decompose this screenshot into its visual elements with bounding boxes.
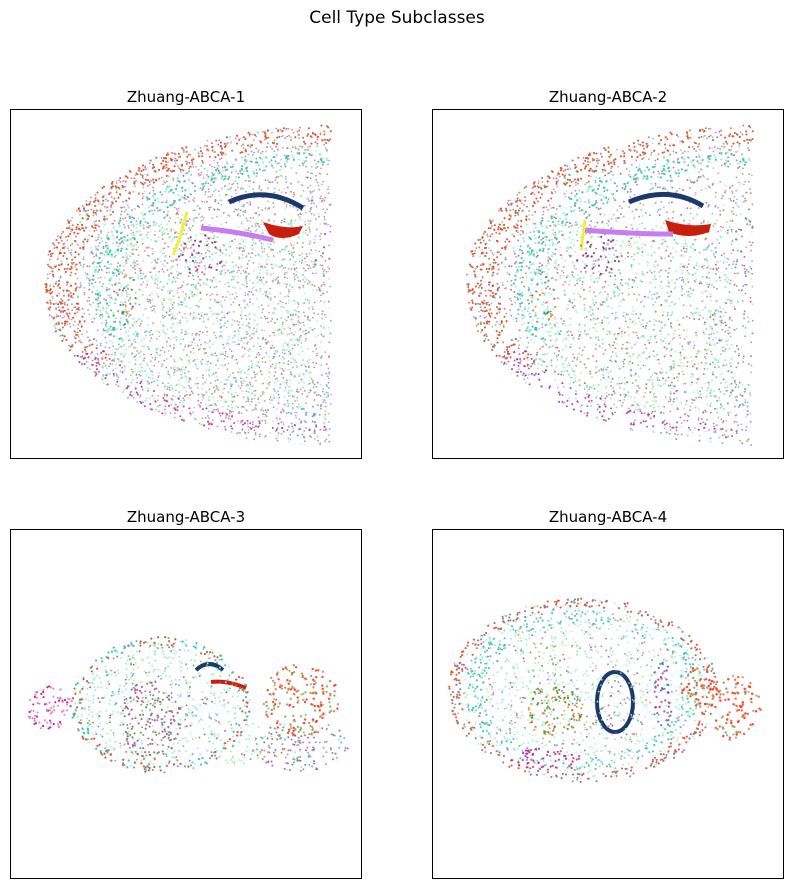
blue-cluster	[315, 232, 331, 262]
region-marks	[579, 191, 711, 251]
cerebellum-cells-1	[707, 674, 762, 741]
panel-title-3: Zhuang-ABCA-3	[126, 508, 246, 526]
cortex-outer-cells	[467, 124, 754, 361]
scatter-plot-1	[44, 124, 332, 446]
violet-region	[200, 225, 274, 243]
red-region	[210, 679, 247, 690]
red-region	[665, 220, 711, 236]
magenta-band	[511, 747, 581, 772]
scatter-panel-4	[432, 529, 784, 879]
fiber-arc	[194, 662, 225, 672]
scatter-plot-2	[466, 124, 754, 446]
cortex-cells	[71, 636, 251, 774]
cortex-band-cells	[512, 151, 751, 341]
cortex-band-cells	[464, 609, 700, 771]
region-marks	[171, 192, 305, 256]
cortex-outer-cells	[448, 597, 719, 783]
panel-title-1: Zhuang-ABCA-1	[126, 88, 246, 106]
brainstem-cells	[255, 718, 349, 772]
orange-cluster	[114, 274, 137, 326]
scatter-panel-2	[432, 109, 784, 459]
scatter-panel-3	[10, 529, 362, 879]
orange-cluster	[530, 275, 557, 323]
panel-title-2: Zhuang-ABCA-2	[548, 88, 668, 106]
sky-cluster	[716, 387, 747, 409]
violet-region	[582, 227, 674, 237]
fiber-arc	[628, 191, 705, 209]
cerebellum-cells	[262, 664, 339, 737]
cerebellum-cells-2	[668, 736, 688, 749]
blue-cluster	[735, 217, 754, 253]
yellow-region	[171, 211, 189, 256]
magenta-cluster	[653, 661, 673, 727]
panel-title-4: Zhuang-ABCA-4	[548, 508, 668, 526]
scatter-plot-3	[27, 636, 349, 774]
purple-cluster	[576, 235, 623, 275]
magenta-band	[76, 350, 326, 431]
red-region	[263, 222, 303, 238]
olfactory-cells	[27, 685, 73, 730]
cortex-outer-cells	[45, 124, 332, 361]
striatum-cells	[100, 219, 312, 411]
cell-dots	[449, 597, 718, 783]
fiber-arc	[227, 192, 305, 211]
purple-cluster	[175, 234, 223, 276]
cerebellum-cells-0	[680, 667, 716, 708]
striatum-cells	[121, 680, 182, 761]
scatter-panel-1	[10, 109, 362, 459]
striatum-cells	[522, 219, 734, 411]
sky-cluster	[281, 407, 317, 437]
cortex-band-cells	[90, 151, 329, 341]
scatter-plot-4	[448, 597, 762, 783]
magenta-band	[503, 350, 733, 431]
figure-title: Cell Type Subclasses	[309, 8, 485, 28]
orange-cluster	[527, 685, 583, 737]
pink-cluster	[324, 428, 327, 431]
region-marks	[194, 662, 247, 690]
